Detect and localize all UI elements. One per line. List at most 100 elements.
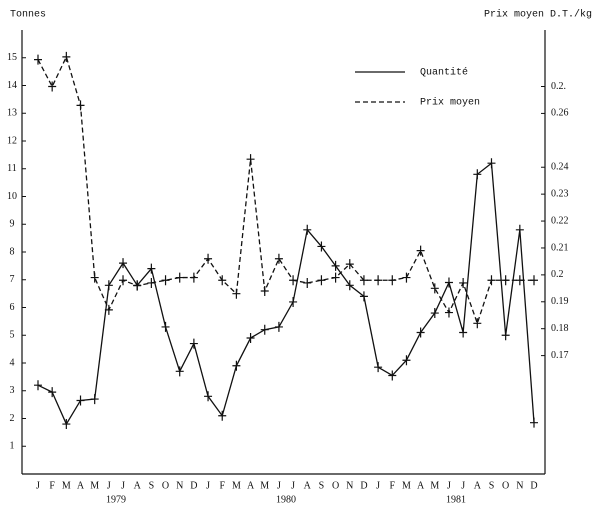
marker (388, 370, 397, 381)
y-tick-label: 15 (7, 52, 17, 63)
x-tick-label: N (346, 480, 353, 491)
x-tick-label: S (149, 480, 155, 491)
marker (515, 224, 524, 235)
marker (444, 307, 453, 318)
marker (416, 327, 425, 338)
marker (374, 275, 383, 286)
marker (204, 391, 213, 402)
marker (48, 387, 57, 398)
x-tick-label: D (190, 480, 197, 491)
x-tick-label: O (332, 480, 339, 491)
x-tick-label: M (430, 480, 439, 491)
marker (147, 277, 156, 288)
y-tick-label: 5 (10, 330, 15, 341)
marker (260, 324, 269, 335)
marker (62, 419, 71, 430)
x-tick-label: A (474, 480, 482, 491)
marker (175, 272, 184, 283)
year-label: 1980 (276, 494, 296, 505)
marker (274, 253, 283, 264)
x-tick-label: A (247, 480, 255, 491)
marker (430, 308, 439, 319)
marker (232, 360, 241, 371)
y-tick-label: 4 (10, 357, 15, 368)
marker (444, 277, 453, 288)
x-tick-label: N (176, 480, 183, 491)
y-tick-label: 13 (7, 108, 17, 119)
marker (104, 280, 113, 291)
marker (388, 275, 397, 286)
marker (303, 277, 312, 288)
y-tick-label: 3 (10, 385, 15, 396)
x-tick-label: M (232, 480, 241, 491)
marker (48, 81, 57, 92)
y2-tick-label: 0.26 (551, 108, 569, 119)
marker (119, 258, 128, 269)
y-tick-label: 6 (10, 302, 15, 313)
marker (317, 275, 326, 286)
marker (62, 51, 71, 62)
y-tick-label: 11 (7, 163, 17, 174)
y2-tick-label: 0.2. (551, 81, 566, 92)
x-tick-label: M (90, 480, 99, 491)
marker (76, 395, 85, 406)
marker (161, 275, 170, 286)
x-tick-label: J (277, 480, 281, 491)
marker (331, 260, 340, 271)
series-line (37, 55, 534, 326)
y-tick-label: 14 (7, 80, 17, 91)
x-tick-label: J (206, 480, 210, 491)
marker (232, 288, 241, 299)
marker (246, 154, 255, 165)
x-tick-label: J (376, 480, 380, 491)
y-tick-label: 12 (7, 135, 17, 146)
marker (289, 296, 298, 307)
marker (530, 417, 538, 428)
marker (175, 366, 184, 377)
x-tick-label: J (36, 480, 40, 491)
y-axis-title: Tonnes (10, 10, 46, 21)
x-tick-label: D (530, 480, 537, 491)
marker (147, 263, 156, 274)
marker (104, 304, 113, 315)
marker (402, 272, 411, 283)
marker (515, 275, 524, 286)
marker (459, 277, 468, 288)
year-label: 1979 (106, 494, 126, 505)
x-tick-label: A (304, 480, 312, 491)
marker (359, 275, 368, 286)
year-label: 1981 (446, 494, 466, 505)
marker (161, 321, 170, 332)
series-line (37, 161, 535, 426)
marker (246, 333, 255, 344)
y-tick-label: 2 (10, 413, 15, 424)
y2-tick-label: 0.19 (551, 296, 569, 307)
x-tick-label: J (461, 480, 465, 491)
x-tick-label: M (402, 480, 411, 491)
marker (530, 275, 538, 286)
y2-tick-label: 0.22 (551, 215, 569, 226)
marker (260, 286, 269, 297)
marker (189, 338, 198, 349)
marker (90, 272, 99, 283)
y-tick-label: 10 (7, 191, 17, 202)
x-tick-label: N (516, 480, 523, 491)
legend-label: Quantité (420, 67, 468, 79)
y2-tick-label: 0.23 (551, 188, 569, 199)
y2-tick-label: 0.18 (551, 323, 569, 334)
marker (473, 169, 482, 180)
y-tick-label: 7 (10, 274, 15, 285)
marker (473, 318, 482, 329)
x-tick-label: A (417, 480, 425, 491)
x-tick-label: M (62, 480, 71, 491)
x-tick-label: A (77, 480, 85, 491)
marker (331, 272, 340, 283)
marker (204, 253, 213, 264)
x-tick-label: O (502, 480, 509, 491)
x-tick-label: J (107, 480, 111, 491)
marker (289, 275, 298, 286)
x-tick-label: S (319, 480, 325, 491)
marker (133, 280, 142, 291)
marker (402, 355, 411, 366)
